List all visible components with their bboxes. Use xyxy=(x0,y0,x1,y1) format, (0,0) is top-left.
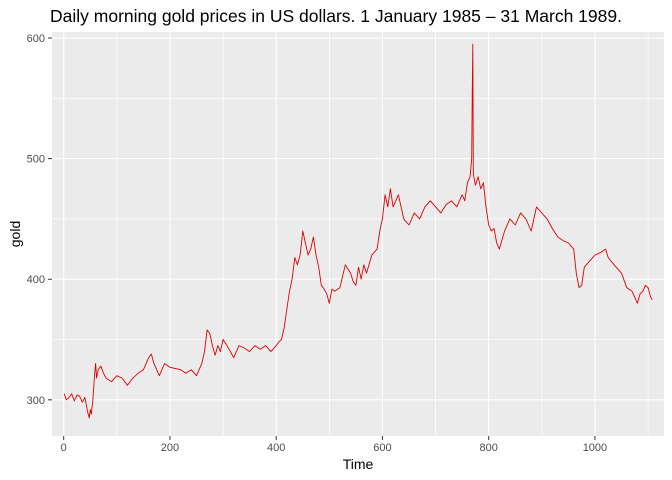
chart-title: Daily morning gold prices in US dollars.… xyxy=(50,6,622,26)
x-tick-label: 1000 xyxy=(583,442,607,454)
plot-panel xyxy=(52,32,664,436)
gold-price-line xyxy=(63,43,653,419)
y-axis-title: gold xyxy=(7,221,23,247)
x-tick-label: 200 xyxy=(161,442,179,454)
x-tick-label: 400 xyxy=(267,442,285,454)
grid-lines xyxy=(52,32,664,436)
y-tick-label: 600 xyxy=(27,33,45,45)
axis-ticks xyxy=(48,37,596,440)
x-axis-title: Time xyxy=(343,456,374,472)
tick-labels: 0 200 400 600 800 1000 300 400 500 600 xyxy=(27,33,608,454)
y-tick-label: 500 xyxy=(27,154,45,166)
x-tick-label: 800 xyxy=(480,442,498,454)
x-tick-label: 0 xyxy=(61,442,67,454)
y-tick-label: 300 xyxy=(27,395,45,407)
x-tick-label: 600 xyxy=(373,442,391,454)
y-tick-label: 400 xyxy=(27,274,45,286)
